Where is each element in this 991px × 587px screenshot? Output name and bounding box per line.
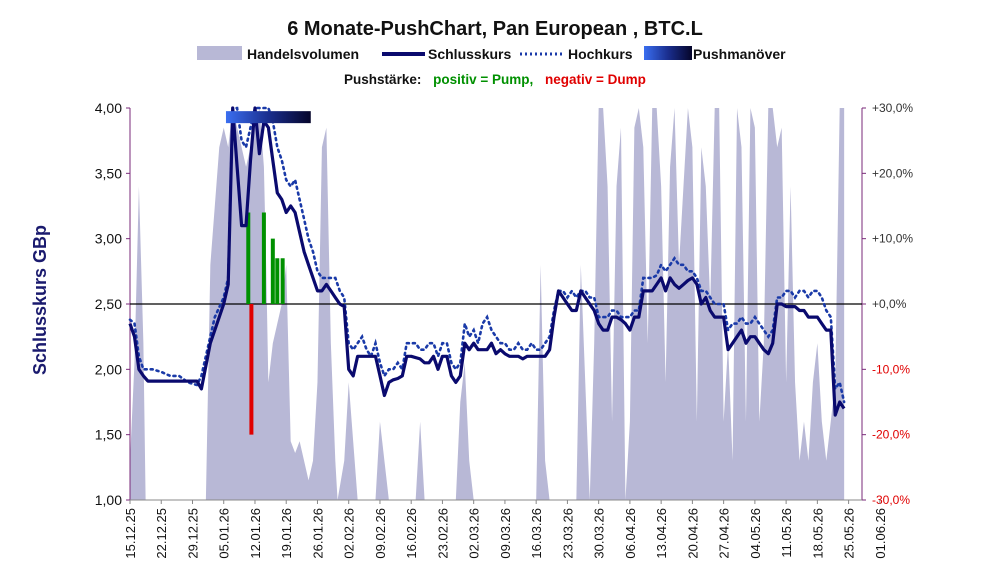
x-tick-label: 12.01.26 [248, 508, 263, 559]
x-tick-label: 02.02.26 [342, 508, 357, 559]
x-tick-label: 06.04.26 [623, 508, 638, 559]
push-strength-subtitle: Pushstärke: positiv = Pump, negativ = Du… [344, 72, 646, 87]
x-tick-label: 27.04.26 [717, 508, 732, 559]
y2-tick-label: -20,0% [872, 428, 910, 442]
chart-title: 6 Monate-PushChart, Pan European , BTC.L [287, 18, 703, 40]
y-tick-label: 1,00 [95, 492, 122, 508]
x-tick-label: 05.01.26 [217, 508, 232, 559]
y-tick-label: 2,50 [95, 296, 122, 312]
volume-area [130, 108, 845, 500]
x-tick-label: 11.05.26 [779, 508, 794, 558]
legend-volume-label: Handelsvolumen [247, 46, 359, 62]
y-tick-label: 2,00 [95, 361, 122, 377]
y2-tick-label: +10,0% [872, 232, 913, 246]
y2-tick-label: +20,0% [872, 166, 913, 180]
x-tick-label: 16.02.26 [404, 508, 419, 559]
x-tick-label: 02.03.26 [467, 508, 482, 559]
subtitle-prefix: Pushstärke: [344, 72, 421, 87]
y2-tick-label: -30,0% [872, 493, 910, 507]
x-tick-label: 18.05.26 [810, 508, 825, 559]
legend-high-label: Hochkurs [568, 46, 633, 62]
close-price-line [128, 106, 846, 417]
x-tick-label: 13.04.26 [654, 508, 669, 559]
y-tick-label: 1,50 [95, 427, 122, 443]
legend-volume-swatch [197, 46, 242, 60]
x-tick-label: 01.06.26 [873, 508, 888, 559]
x-tick-label: 16.03.26 [529, 508, 544, 559]
subtitle-negative: negativ = Dump [545, 72, 646, 87]
y-tick-label: 4,00 [95, 100, 122, 116]
subtitle-positive: positiv = Pump, [433, 72, 533, 87]
y-tick-label: 3,50 [95, 165, 122, 181]
x-tick-label: 20.04.26 [685, 508, 700, 559]
y2-tick-label: +30,0% [872, 101, 913, 115]
x-tick-label: 19.01.26 [279, 508, 294, 559]
legend: Handelsvolumen Schlusskurs Hochkurs Push… [197, 46, 786, 62]
x-tick-label: 29.12.25 [185, 508, 200, 559]
x-tick-label: 04.05.26 [748, 508, 763, 559]
legend-push-swatch [644, 46, 692, 60]
x-tick-label: 15.12.25 [123, 508, 138, 559]
x-tick-label: 09.02.26 [373, 508, 388, 559]
x-tick-label: 23.02.26 [435, 508, 450, 559]
x-tick-label: 22.12.25 [154, 508, 169, 559]
y2-tick-label: -10,0% [872, 362, 910, 376]
x-tick-label: 09.03.26 [498, 508, 513, 559]
x-tick-label: 30.03.26 [592, 508, 607, 559]
y2-tick-label: +0,0% [872, 297, 907, 311]
legend-push-label: Pushmanöver [693, 46, 786, 62]
push-maneuver-bar [225, 111, 311, 124]
x-tick-label: 23.03.26 [560, 508, 575, 559]
legend-close-label: Schlusskurs [428, 46, 511, 62]
y-axis-label: Schlusskurs GBp [30, 225, 50, 375]
high-price-line [128, 106, 846, 404]
y-tick-label: 3,00 [95, 231, 122, 247]
x-tick-label: 25.05.26 [842, 508, 857, 559]
x-tick-label: 26.01.26 [310, 508, 325, 559]
plot-area: 1,00 1,50 2,00 2,50 3,00 3,50 4,00 -30,0% -20,0%… [95, 100, 914, 559]
